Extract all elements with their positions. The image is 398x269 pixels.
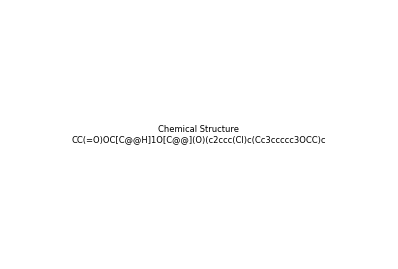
Text: Chemical Structure
CC(=O)OC[C@@H]1O[C@@](O)(c2ccc(Cl)c(Cc3ccccc3OCC)c: Chemical Structure CC(=O)OC[C@@H]1O[C@@]… [72, 125, 326, 144]
